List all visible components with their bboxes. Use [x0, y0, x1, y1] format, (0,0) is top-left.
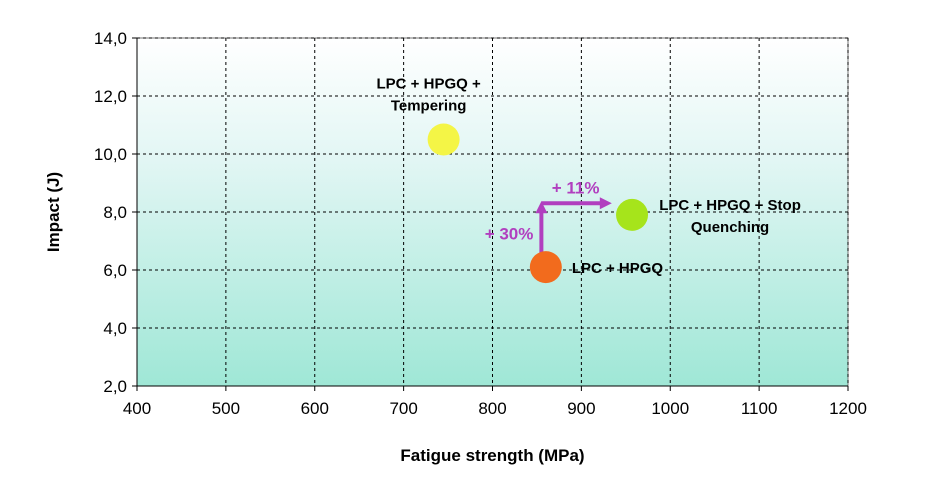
x-axis-title: Fatigue strength (MPa) — [400, 446, 584, 465]
arrow-head — [535, 201, 548, 214]
data-point — [616, 198, 649, 231]
data-points: LPC + HPGQ + Tempering LPC + HPGQ LPC + HPG… — [377, 76, 801, 284]
arrow-head — [599, 197, 612, 210]
y-tick-label: 12,0 — [94, 87, 127, 106]
x-tick-label: 600 — [301, 399, 329, 418]
arrow-label: + 11% — [552, 178, 600, 197]
y-tick-label: 14,0 — [94, 29, 127, 48]
tick-labels: 400 500 600 700 800 900 1000 1100 1200 2,0 4,0 6,0 8… — [94, 29, 867, 418]
arrow-label: + 30% — [485, 224, 534, 243]
arrow-annotation: + 11% — [541, 178, 612, 210]
point-label: LPC + HPGQ — [572, 260, 664, 277]
x-tick-label: 900 — [567, 399, 595, 418]
grid-lines — [137, 37, 849, 386]
x-tick-label: 1200 — [829, 399, 867, 418]
x-tick-label: 400 — [123, 399, 151, 418]
x-tick-label: 1100 — [741, 399, 778, 418]
x-tick-label: 700 — [389, 399, 417, 418]
x-tick-label: 1000 — [651, 399, 689, 418]
axes — [132, 37, 849, 391]
y-tick-label: 10,0 — [94, 145, 127, 164]
point-label: Quenching — [691, 219, 769, 236]
data-point — [529, 251, 562, 284]
point-label: LPC + HPGQ + — [377, 76, 481, 93]
y-axis-title: Impact (J) — [44, 172, 63, 252]
y-tick-label: 8,0 — [103, 203, 127, 222]
point-label: LPC + HPGQ + Stop — [659, 197, 801, 214]
y-tick-label: 6,0 — [103, 261, 127, 280]
x-tick-label: 800 — [478, 399, 506, 418]
point-label: Tempering — [391, 98, 467, 115]
arrow-annotation: + 30% — [485, 201, 548, 256]
annotations: + 30% + 11% — [485, 178, 612, 256]
data-point — [427, 123, 460, 156]
y-tick-label: 4,0 — [103, 319, 127, 338]
x-tick-label: 500 — [212, 399, 240, 418]
y-tick-label: 2,0 — [103, 377, 127, 396]
